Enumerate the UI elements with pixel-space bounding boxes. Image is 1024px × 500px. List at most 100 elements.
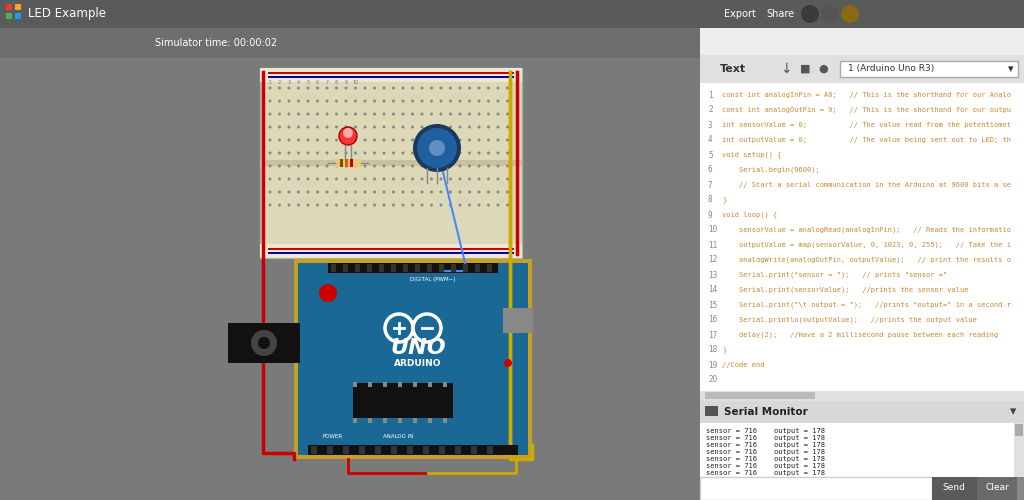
Circle shape	[373, 190, 376, 194]
Circle shape	[306, 204, 309, 206]
Circle shape	[468, 190, 471, 194]
Circle shape	[421, 152, 424, 154]
Circle shape	[344, 112, 347, 116]
Circle shape	[401, 190, 404, 194]
Circle shape	[449, 100, 452, 102]
Text: int outputValue = 0;          // The value being sent out to LED; th: int outputValue = 0; // The value being …	[722, 137, 1011, 143]
Circle shape	[373, 126, 376, 128]
Circle shape	[383, 112, 385, 116]
Circle shape	[401, 112, 404, 116]
Bar	[475, 264, 480, 272]
Circle shape	[316, 164, 319, 168]
Text: Clear: Clear	[985, 484, 1009, 492]
Circle shape	[421, 86, 424, 90]
Circle shape	[344, 138, 347, 141]
Circle shape	[449, 152, 452, 154]
Text: 4: 4	[708, 136, 713, 144]
Circle shape	[459, 204, 462, 206]
Circle shape	[506, 190, 509, 194]
Circle shape	[268, 152, 271, 154]
Circle shape	[430, 112, 433, 116]
Circle shape	[401, 164, 404, 168]
Circle shape	[288, 100, 291, 102]
Circle shape	[344, 100, 347, 102]
Circle shape	[278, 204, 281, 206]
Bar	[15, 4, 22, 10]
Bar	[6, 4, 12, 10]
Bar	[455, 446, 461, 454]
Circle shape	[364, 126, 367, 128]
Circle shape	[459, 190, 462, 194]
Circle shape	[487, 204, 490, 206]
Circle shape	[468, 86, 471, 90]
Circle shape	[487, 164, 490, 168]
Circle shape	[497, 112, 500, 116]
Text: 5: 5	[708, 150, 713, 160]
Text: 4: 4	[297, 80, 300, 86]
Bar	[700, 391, 1024, 401]
Circle shape	[392, 152, 395, 154]
Circle shape	[326, 86, 329, 90]
Circle shape	[354, 178, 357, 180]
Text: 3: 3	[288, 80, 291, 86]
Bar	[487, 446, 493, 454]
Circle shape	[364, 86, 367, 90]
Circle shape	[268, 138, 271, 141]
Circle shape	[383, 190, 385, 194]
Circle shape	[288, 152, 291, 154]
Bar	[932, 477, 977, 500]
Bar	[977, 477, 1017, 500]
Circle shape	[326, 112, 329, 116]
Bar	[439, 446, 445, 454]
Text: 14: 14	[708, 286, 717, 294]
Bar	[398, 382, 402, 387]
Circle shape	[411, 86, 414, 90]
Bar	[368, 382, 372, 387]
Circle shape	[439, 164, 442, 168]
Circle shape	[383, 164, 385, 168]
Circle shape	[278, 126, 281, 128]
Circle shape	[417, 128, 457, 168]
Circle shape	[344, 178, 347, 180]
Circle shape	[506, 138, 509, 141]
Circle shape	[801, 5, 819, 23]
Circle shape	[278, 152, 281, 154]
Text: Serial.print("sensor = ");   // prints "sensor =": Serial.print("sensor = "); // prints "se…	[722, 272, 951, 278]
Circle shape	[383, 138, 385, 141]
Circle shape	[306, 190, 309, 194]
Circle shape	[421, 190, 424, 194]
Circle shape	[326, 100, 329, 102]
Text: ↓: ↓	[780, 62, 792, 76]
Circle shape	[449, 86, 452, 90]
Text: }: }	[722, 346, 726, 354]
Circle shape	[468, 164, 471, 168]
Bar	[700, 477, 1024, 500]
Circle shape	[288, 112, 291, 116]
Circle shape	[335, 126, 338, 128]
Circle shape	[354, 126, 357, 128]
Circle shape	[477, 204, 480, 206]
Circle shape	[468, 112, 471, 116]
Bar	[423, 446, 429, 454]
Circle shape	[326, 126, 329, 128]
Circle shape	[383, 152, 385, 154]
Bar	[413, 418, 417, 423]
Circle shape	[413, 124, 461, 172]
Text: outputValue = map(sensorValue, 0, 1023, 0, 255);   // Take the i: outputValue = map(sensorValue, 0, 1023, …	[722, 242, 1011, 248]
Text: Text: Text	[720, 64, 746, 74]
Circle shape	[506, 86, 509, 90]
Text: ●: ●	[818, 64, 827, 74]
Circle shape	[439, 126, 442, 128]
Text: 8: 8	[335, 80, 338, 86]
Circle shape	[468, 100, 471, 102]
Text: 16: 16	[708, 316, 717, 324]
Bar	[368, 418, 372, 423]
Circle shape	[468, 204, 471, 206]
Bar	[260, 68, 522, 82]
Circle shape	[316, 112, 319, 116]
Circle shape	[449, 138, 452, 141]
Circle shape	[343, 128, 353, 138]
Text: Serial.print(sensorValue);   //prints the sensor value: Serial.print(sensorValue); //prints the …	[722, 287, 969, 293]
Text: analogWrite(analogOutPin, outputValue);   // print the results o: analogWrite(analogOutPin, outputValue); …	[722, 257, 1011, 263]
Circle shape	[392, 190, 395, 194]
